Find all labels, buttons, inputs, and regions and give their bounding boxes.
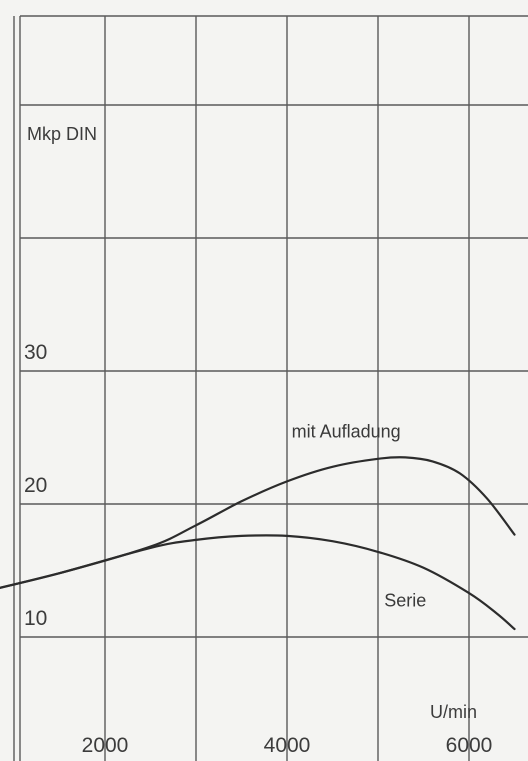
series-line-serie xyxy=(0,534,516,631)
series-label-serie: Serie xyxy=(384,590,426,610)
vertical-gridlines xyxy=(13,16,470,761)
y-tick-label-20: 20 xyxy=(24,474,47,497)
y-tick-label-10: 10 xyxy=(24,607,47,630)
x-tick-label-4000: 4000 xyxy=(264,734,311,757)
horizontal-gridlines xyxy=(20,15,528,638)
series-line-mit-aufladung xyxy=(0,456,516,589)
series-label-mit-aufladung: mit Aufladung xyxy=(292,422,401,442)
y-tick-label-30: 30 xyxy=(24,341,47,364)
torque-curves xyxy=(0,456,516,631)
x-tick-label-6000: 6000 xyxy=(446,734,493,757)
y-axis-label: Mkp DIN xyxy=(27,124,97,144)
x-axis-label: U/min xyxy=(430,702,477,722)
x-tick-label-2000: 2000 xyxy=(82,734,129,757)
chart-labels: Mkp DIN U/min mit Aufladung Serie 2000 40… xyxy=(24,124,492,757)
